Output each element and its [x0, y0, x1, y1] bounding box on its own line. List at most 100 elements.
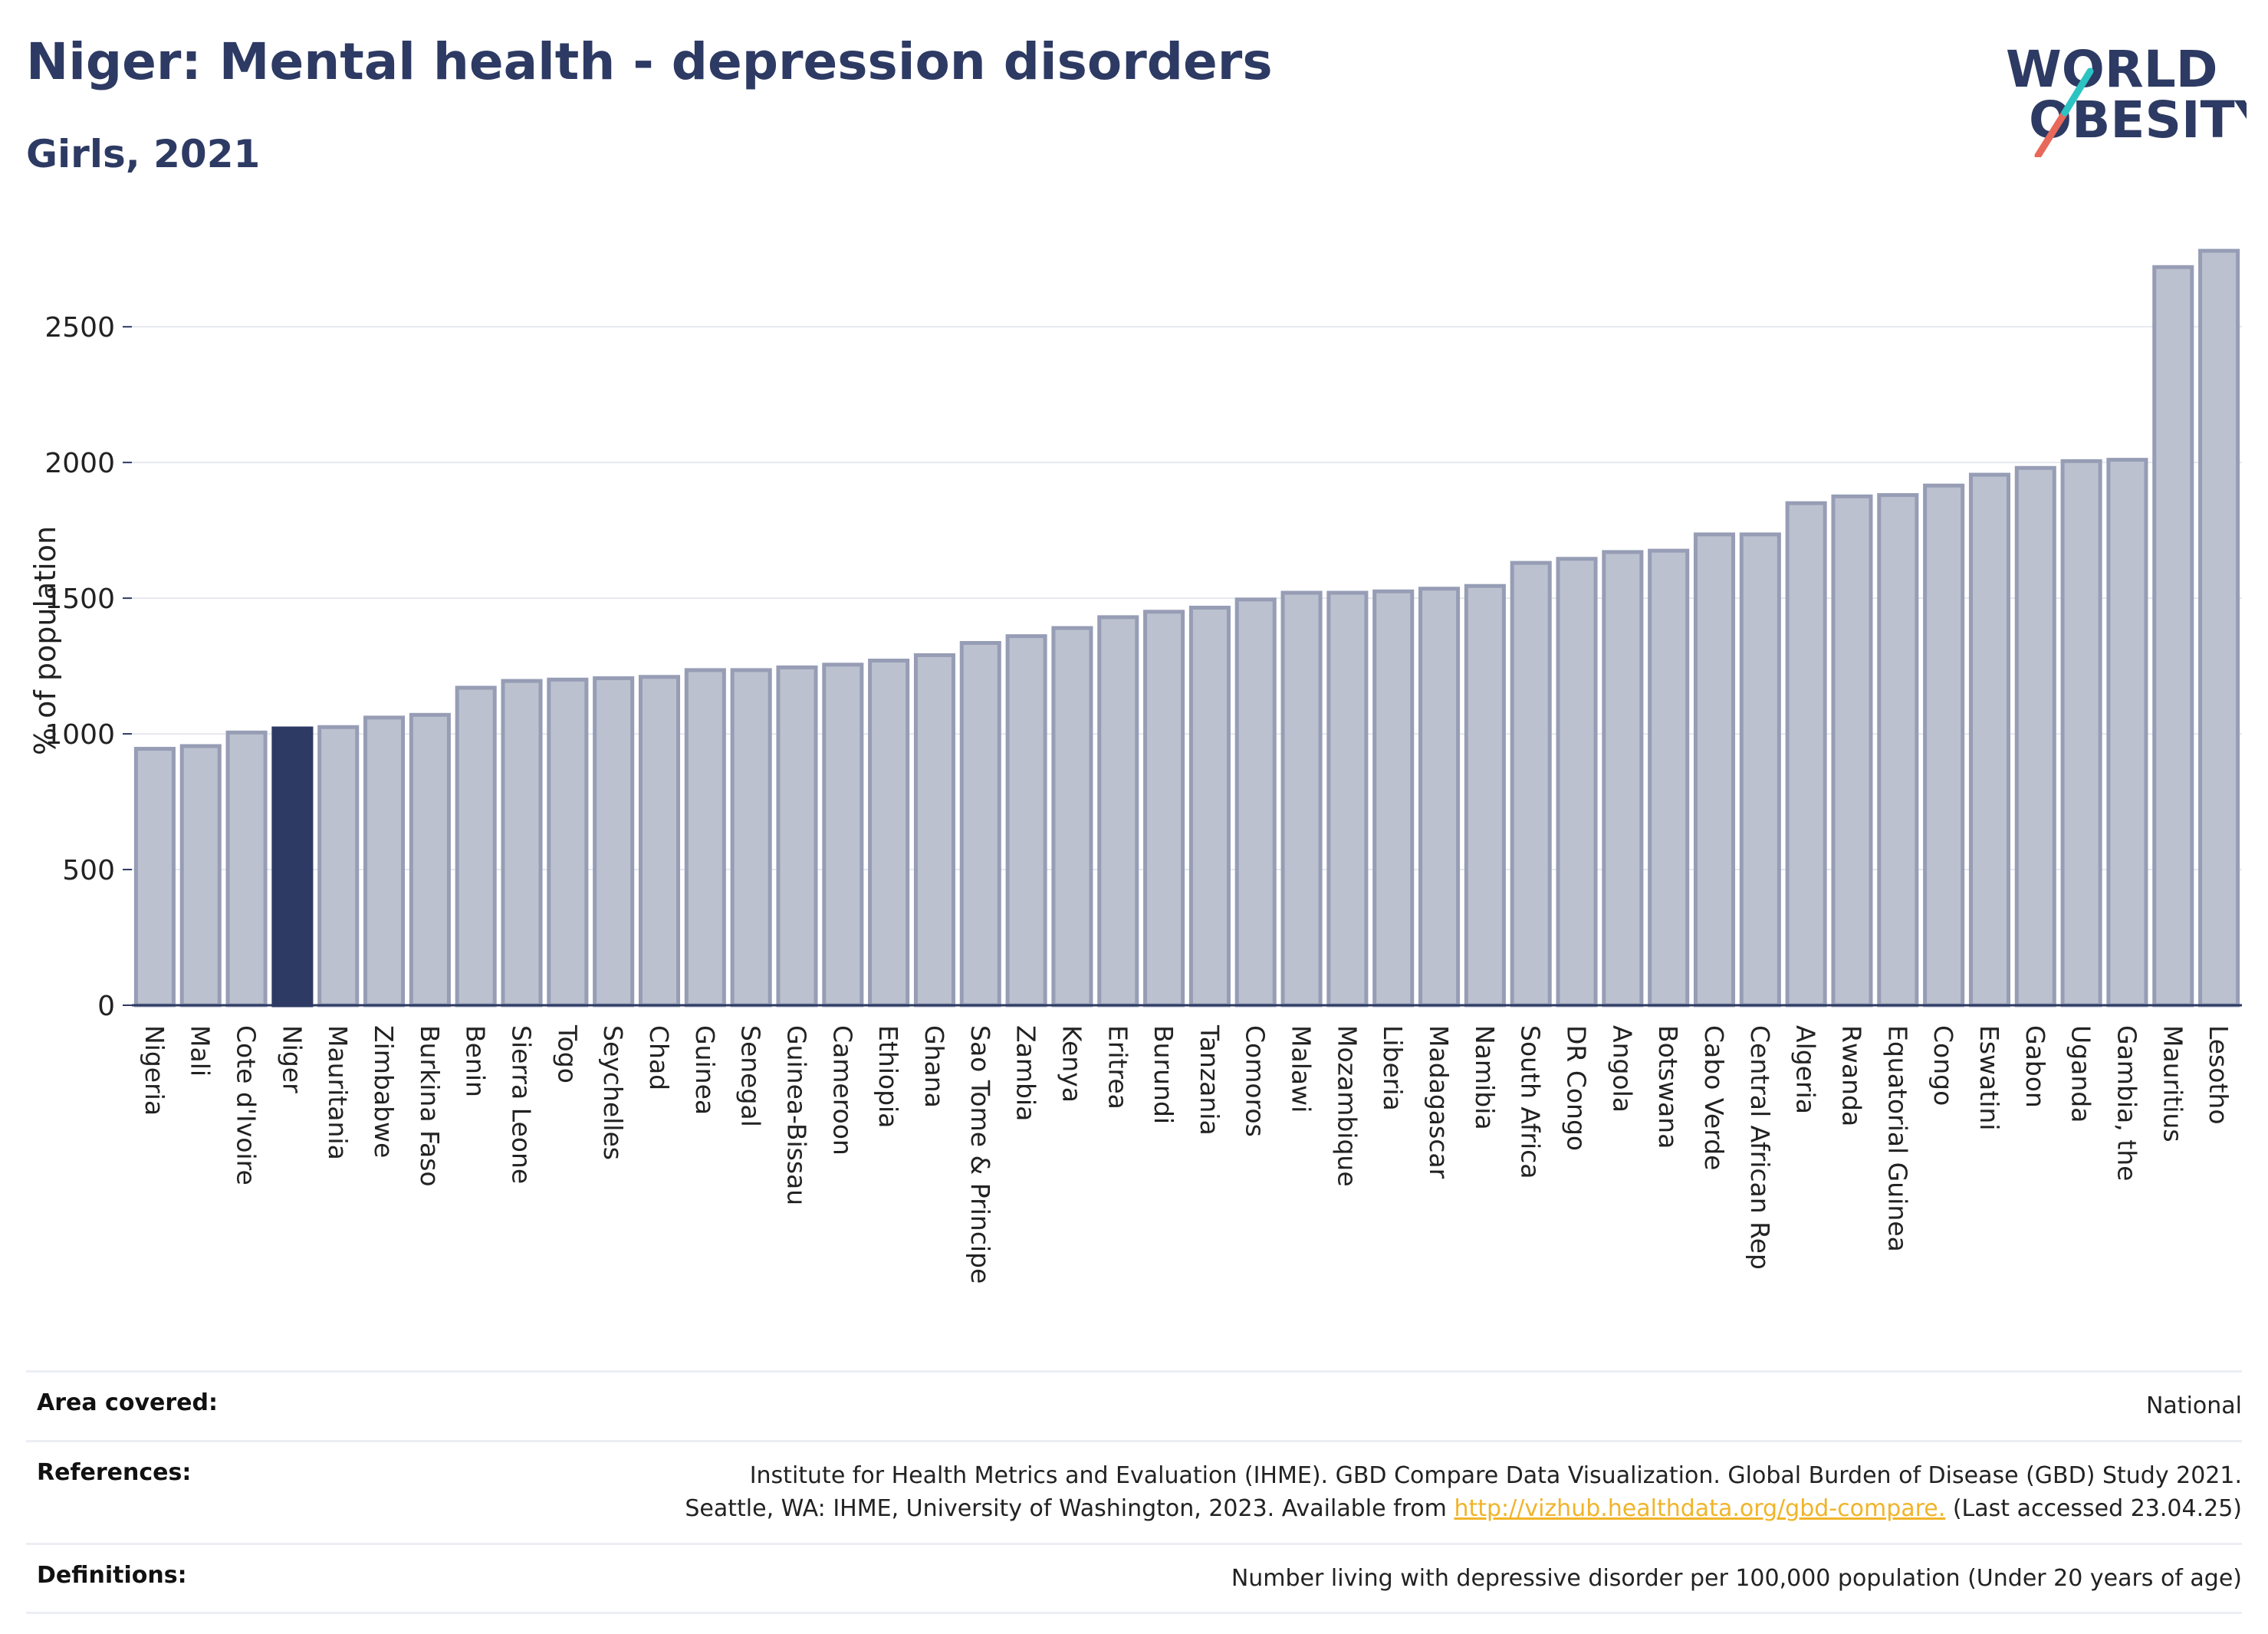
x-tick-label: Algeria — [1791, 1025, 1821, 1114]
y-tick-label: 500 — [62, 855, 115, 886]
bar-cabo-verde — [1693, 532, 1736, 1008]
x-tick-label: Niger — [277, 1025, 307, 1093]
x-tick-label: Guinea-Bissau — [781, 1025, 811, 1205]
bar-guinea — [684, 668, 726, 1008]
x-tick-label: Rwanda — [1836, 1025, 1866, 1126]
bar-seychelles — [593, 676, 635, 1008]
definitions-row: Definitions: Number living with depressi… — [26, 1542, 2242, 1614]
logo-slash-upper — [2061, 67, 2094, 117]
bar-cameroon — [822, 662, 864, 1008]
bar-burundi — [1143, 610, 1185, 1008]
references-label: References: — [37, 1458, 192, 1486]
bar-zambia — [1005, 634, 1047, 1008]
bar-benin — [455, 685, 497, 1008]
x-tick-label: Cameroon — [827, 1025, 857, 1156]
bar-chad — [638, 675, 681, 1008]
bar-sierra-leone — [501, 679, 543, 1008]
x-tick-label: Angola — [1607, 1025, 1637, 1113]
x-tick-label: Cabo Verde — [1699, 1025, 1729, 1170]
x-tick-label: Uganda — [2066, 1025, 2096, 1123]
x-tick-label: Mauritania — [323, 1025, 353, 1160]
x-tick-label: Kenya — [1057, 1025, 1086, 1103]
bar-comoros — [1234, 597, 1277, 1008]
x-tick-label: Gabon — [2020, 1025, 2050, 1108]
area-covered-row: Area covered: National — [26, 1370, 2242, 1440]
bar-ghana — [913, 653, 955, 1008]
bar-burkina-faso — [409, 712, 451, 1008]
references-line2-post: (Last accessed 23.04.25) — [1945, 1495, 2242, 1522]
x-tick-label: Benin — [461, 1025, 491, 1097]
x-tick-label: Zimbabwe — [369, 1025, 399, 1158]
page-title: Niger: Mental health - depression disord… — [26, 32, 1273, 91]
bar-cote-d-ivoire — [225, 730, 268, 1008]
bar-gabon — [2014, 465, 2056, 1008]
x-tick-label: Madagascar — [1424, 1025, 1454, 1179]
x-tick-label: Lesotho — [2204, 1025, 2233, 1125]
x-tick-label: Congo — [1928, 1025, 1958, 1106]
y-tick-label: 0 — [97, 991, 115, 1022]
x-tick-label: Senegal — [736, 1025, 766, 1127]
x-tick-label: Zambia — [1011, 1025, 1041, 1121]
logo-slash-lower — [2034, 109, 2069, 157]
x-tick-label: Mali — [186, 1025, 215, 1077]
bar-equatorial-guinea — [1877, 493, 1919, 1008]
bar-uganda — [2060, 459, 2102, 1008]
definitions-label: Definitions: — [37, 1561, 187, 1589]
x-tick-label: Ghana — [919, 1025, 949, 1108]
bar-angola — [1602, 550, 1644, 1008]
x-tick-label: Malawi — [1287, 1025, 1316, 1113]
bar-algeria — [1785, 501, 1827, 1008]
bar-liberia — [1372, 589, 1415, 1008]
world-obesity-logo: WORLD OBESITY — [2006, 42, 2247, 157]
bars — [133, 248, 2240, 1008]
bar-namibia — [1464, 584, 1506, 1008]
bar-nigeria — [133, 747, 176, 1008]
bar-gambia-the — [2106, 458, 2148, 1008]
x-tick-label: Burkina Faso — [415, 1025, 445, 1187]
area-covered-label: Area covered: — [37, 1389, 218, 1416]
x-tick-label: Liberia — [1378, 1025, 1408, 1111]
y-tick-label: 2000 — [44, 448, 115, 479]
bar-eswatini — [1968, 472, 2010, 1008]
x-tick-label: Chad — [644, 1025, 674, 1090]
bar-botswana — [1648, 548, 1690, 1008]
x-tick-label: Mozambique — [1332, 1025, 1362, 1187]
y-tick-label: 1000 — [44, 719, 115, 751]
x-tick-label: Togo — [552, 1024, 582, 1083]
logo-line2: OBESITY — [2029, 90, 2247, 150]
bar-rwanda — [1831, 494, 1873, 1008]
y-tick-label: 1500 — [44, 584, 115, 615]
bar-mozambique — [1326, 590, 1369, 1008]
x-tick-label: Mauritius — [2158, 1025, 2187, 1142]
x-tick-label: Cote d'Ivoire — [232, 1025, 261, 1185]
references-line1: Institute for Health Metrics and Evaluat… — [749, 1461, 2242, 1489]
page-subtitle: Girls, 2021 — [26, 132, 261, 176]
bar-niger — [271, 726, 314, 1008]
bar-chart: 0 500 1000 1500 2000 2500 Nigeria Mali Cote d'I… — [28, 248, 2242, 1284]
x-tick-label: Nigeria — [140, 1025, 169, 1116]
y-axis-label: % of population — [28, 526, 62, 755]
x-tick-label: Namibia — [1470, 1025, 1500, 1130]
x-tick-label: Eswatini — [1974, 1025, 2004, 1130]
bar-guinea-bissau — [776, 665, 818, 1008]
definitions-value: Number living with depressive disorder p… — [1231, 1564, 2242, 1592]
references-line2-pre: Seattle, WA: IHME, University of Washing… — [685, 1495, 1454, 1522]
bar-senegal — [730, 668, 772, 1008]
x-tick-label: Eritrea — [1103, 1025, 1132, 1110]
x-tick-label: Gambia, the — [2112, 1025, 2141, 1181]
x-tick-label: Botswana — [1653, 1025, 1683, 1149]
x-tick-label: Seychelles — [598, 1025, 628, 1160]
x-tick-label: Comoros — [1241, 1025, 1270, 1137]
bar-tanzania — [1188, 605, 1231, 1008]
bar-ethiopia — [868, 659, 910, 1008]
bar-mauritius — [2152, 265, 2194, 1008]
bar-togo — [547, 677, 589, 1008]
x-axis-labels: Nigeria Mali Cote d'Ivoire Niger Mauritania Z… — [140, 1024, 2233, 1284]
x-tick-label: Central African Rep — [1745, 1025, 1775, 1270]
x-tick-label: Ethiopia — [873, 1025, 903, 1128]
bar-mauritania — [317, 725, 360, 1008]
chart-footer: Area covered: National References: Insti… — [26, 1370, 2242, 1614]
bar-mali — [179, 744, 222, 1008]
x-tick-label: Equatorial Guinea — [1882, 1025, 1912, 1252]
references-link[interactable]: http://vizhub.healthdata.org/gbd-compare… — [1454, 1495, 1946, 1522]
